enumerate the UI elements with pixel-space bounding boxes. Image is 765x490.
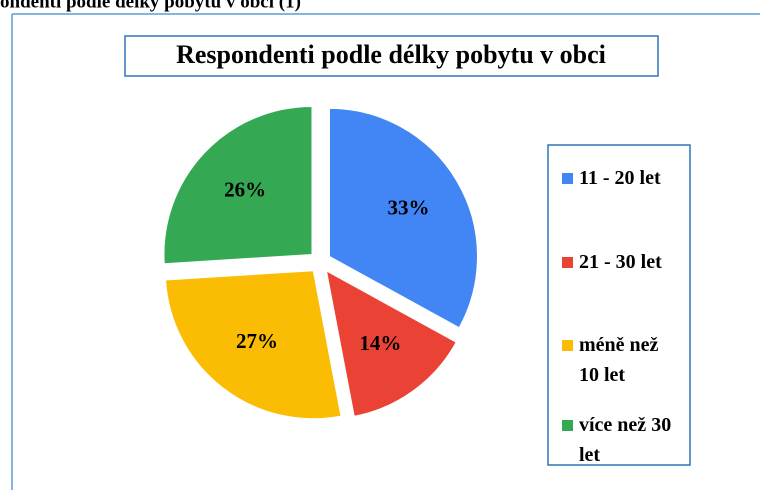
page-heading: ondenti podle délky pobytu v obci (1)	[0, 0, 301, 12]
legend-box	[547, 144, 691, 466]
legend-item: méně než 10 let	[562, 330, 680, 390]
data-label: 14%	[359, 331, 401, 355]
legend-item: 21 - 30 let	[562, 247, 680, 277]
legend-label: méně než 10 let	[579, 334, 659, 386]
pie-slice	[325, 269, 457, 417]
legend-label: 21 - 30 let	[579, 251, 662, 273]
legend-item: 11 - 20 let	[562, 163, 680, 193]
legend-swatch	[562, 420, 573, 431]
legend-item: více než 30 let	[562, 410, 680, 470]
legend-swatch	[562, 257, 573, 268]
pie-slice	[163, 105, 313, 265]
legend-label: 11 - 20 let	[579, 167, 661, 189]
legend-label: více než 30 let	[579, 414, 672, 466]
title-box	[124, 35, 659, 77]
legend-swatch	[562, 173, 573, 184]
data-label: 33%	[387, 196, 429, 220]
legend-swatch	[562, 340, 573, 351]
pie-slice	[165, 270, 342, 420]
data-label: 26%	[224, 177, 266, 201]
pie-slice	[328, 107, 478, 329]
chart-title: Respondenti podle délky pobytu v obci	[176, 40, 606, 69]
data-label: 27%	[236, 329, 278, 353]
